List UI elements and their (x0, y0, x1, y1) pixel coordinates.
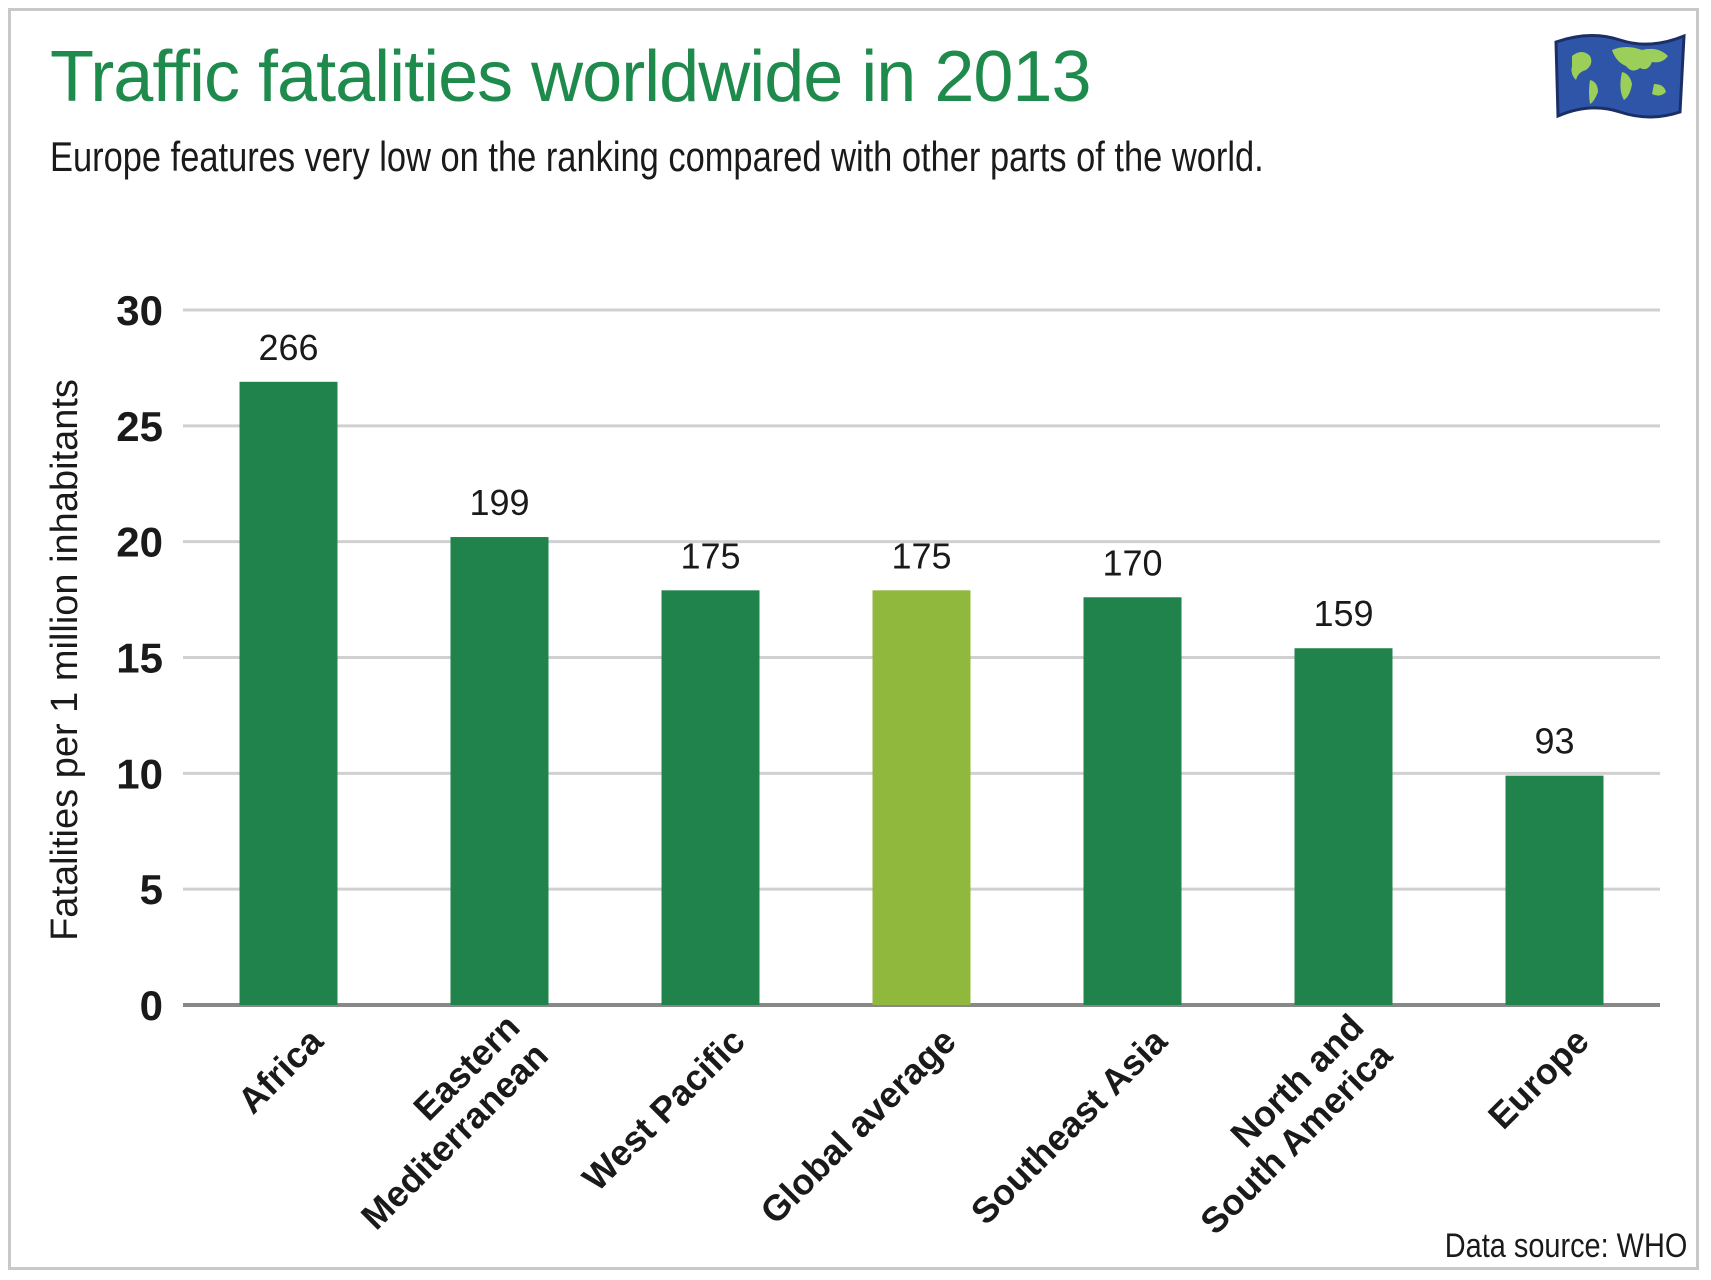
x-tick-label: Southeast Asia (963, 1019, 1176, 1232)
x-tick-label-line: West Pacific (574, 1020, 753, 1199)
data-label: 266 (258, 327, 318, 368)
y-axis-label: Fatalities per 1 million inhabitants (44, 379, 86, 941)
data-label: 159 (1313, 593, 1373, 634)
x-tick-label: Global average (752, 1020, 964, 1232)
bar-north-and-south-america (1294, 648, 1393, 1005)
data-label: 175 (891, 535, 951, 576)
bar-europe (1505, 775, 1604, 1005)
x-tick-label-line: Global average (752, 1020, 964, 1232)
x-tick-label-line: Africa (229, 1019, 331, 1121)
y-tick-label: 15 (116, 635, 163, 682)
x-tick-label-line: Europe (1480, 1020, 1597, 1137)
bar-africa (239, 381, 338, 1006)
world-map-flag-icon (1554, 33, 1686, 119)
y-tick-label: 25 (116, 403, 163, 450)
y-tick-label: 30 (116, 287, 163, 334)
data-label: 199 (469, 482, 529, 523)
y-tick-label: 20 (116, 519, 163, 566)
x-tick-label: Africa (229, 1019, 331, 1121)
x-tick-label: Europe (1480, 1020, 1597, 1137)
data-label: 93 (1534, 721, 1574, 762)
x-tick-label: West Pacific (574, 1020, 753, 1199)
data-label: 175 (680, 535, 740, 576)
bar-southeast-asia (1083, 597, 1182, 1005)
chart-subtitle: Europe features very low on the ranking … (50, 133, 1264, 180)
bar-eastern-mediterranean (450, 537, 549, 1005)
x-tick-label-line: Southeast Asia (963, 1019, 1176, 1232)
data-source-note: Data source: WHO (1444, 1227, 1687, 1265)
chart-title: Traffic fatalities worldwide in 2013 (50, 37, 1092, 117)
bar-global-average (872, 590, 971, 1005)
y-tick-label: 5 (140, 866, 163, 913)
bar-west-pacific (661, 590, 760, 1005)
data-label: 170 (1102, 542, 1162, 583)
y-tick-label: 10 (116, 750, 163, 797)
y-tick-label: 0 (140, 982, 163, 1029)
